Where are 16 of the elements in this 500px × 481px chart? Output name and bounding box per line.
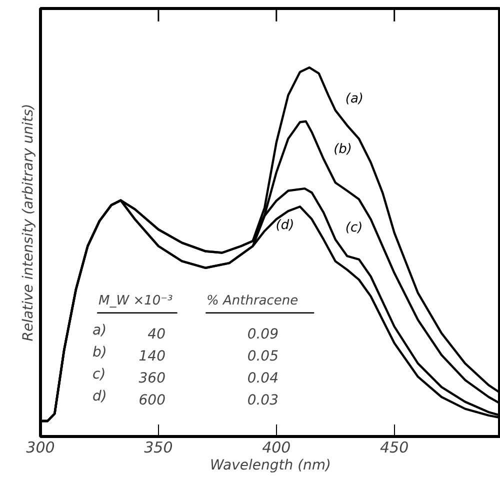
- annotation: % Anthracene: [206, 294, 298, 308]
- text: a) 40 0.09: [92, 322, 278, 342]
- text: b) 140 0.05: [92, 344, 278, 364]
- x-axis-title: Wavelength (nm): [210, 458, 332, 474]
- series-label: (a): [345, 91, 364, 106]
- y-axis-title: Relative intensity (arbitrary units): [20, 104, 36, 342]
- text: d) 600 0.03: [92, 388, 278, 408]
- x-tick-label: 450: [380, 438, 409, 456]
- series-label: (b): [334, 142, 352, 158]
- x-tick-label: 300: [26, 438, 55, 456]
- text: c) 360 0.04: [92, 366, 278, 386]
- x-tick-label: 400: [262, 438, 291, 456]
- x-tick-label: 350: [144, 438, 173, 456]
- series-label: (c): [345, 220, 363, 236]
- annotation: M_W ×10⁻³: [98, 294, 173, 308]
- series-label: (d): [276, 218, 294, 234]
